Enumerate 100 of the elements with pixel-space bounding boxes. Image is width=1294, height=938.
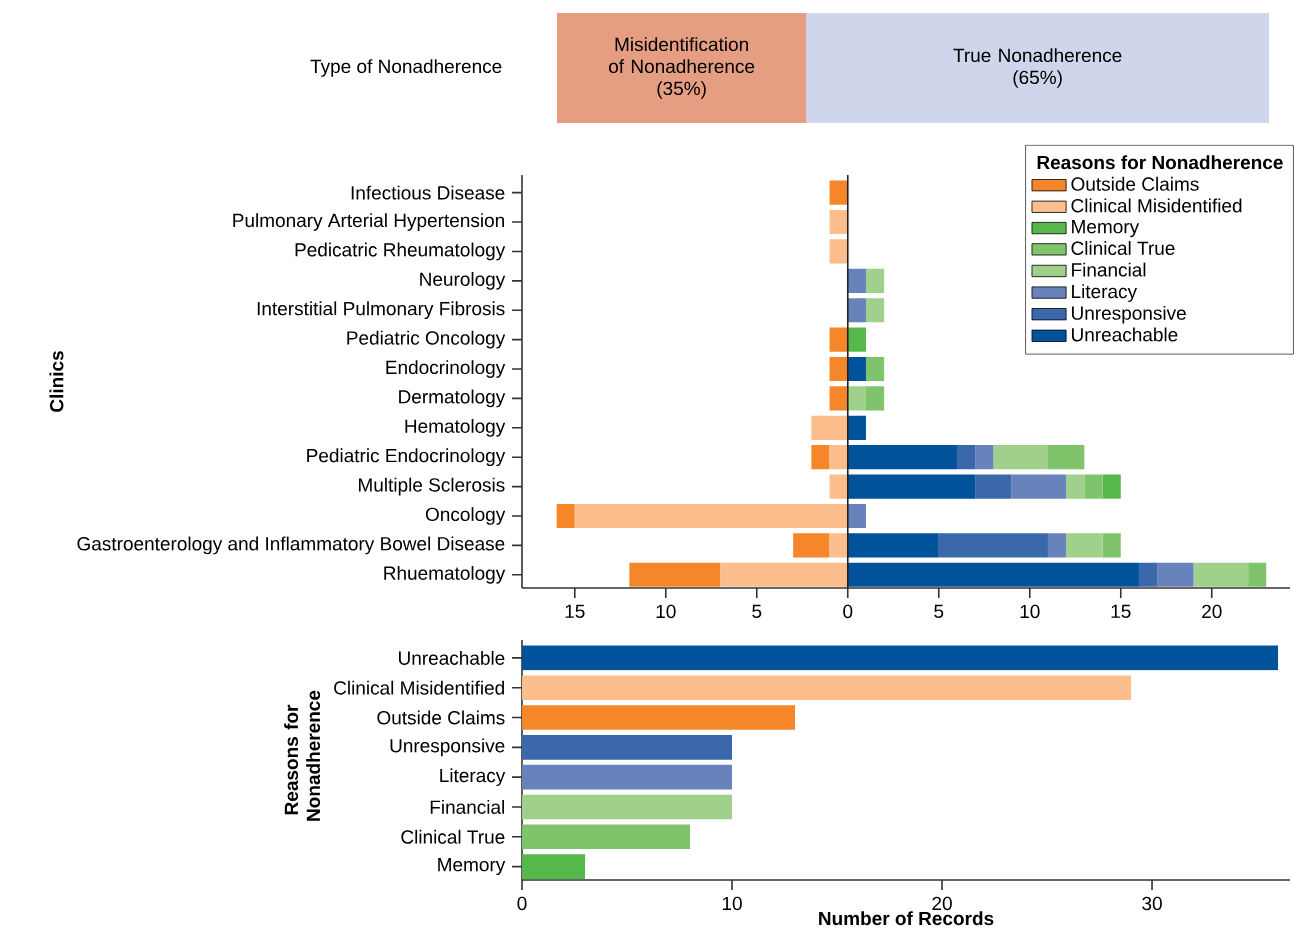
bar bbox=[847, 386, 866, 411]
legend-title: Reasons for Nonadherence bbox=[1037, 155, 1283, 170]
y-tick-label: Neurology bbox=[420, 271, 506, 290]
bar bbox=[847, 268, 866, 293]
bar bbox=[829, 356, 848, 382]
bar bbox=[938, 533, 1048, 558]
bar bbox=[1066, 474, 1085, 499]
y-tick-label: Unresponsive bbox=[390, 738, 505, 757]
bar bbox=[847, 474, 976, 499]
bar bbox=[847, 503, 866, 529]
y-tick-label: Outside Claims bbox=[377, 710, 505, 725]
x-tick-label: 5 bbox=[934, 604, 944, 618]
data-label: (65%) bbox=[1013, 70, 1062, 88]
bar bbox=[975, 445, 994, 470]
legend-label: Memory bbox=[1072, 220, 1140, 238]
bar bbox=[847, 415, 866, 440]
bar bbox=[829, 533, 848, 558]
y-axis-title: Clinics bbox=[49, 351, 64, 412]
x-tick-label: 5 bbox=[752, 604, 762, 618]
bar bbox=[522, 854, 586, 879]
bar bbox=[975, 474, 1012, 499]
bar bbox=[1102, 474, 1121, 499]
bar bbox=[829, 327, 848, 352]
legend-label: Unresponsive bbox=[1072, 305, 1186, 324]
y-tick-label: Pediatric Oncology bbox=[347, 330, 506, 349]
bar bbox=[522, 645, 1279, 671]
bar bbox=[865, 356, 885, 382]
bar bbox=[629, 562, 721, 587]
bar bbox=[1138, 562, 1158, 587]
y-tick-label: Type of Nonadherence bbox=[310, 59, 502, 77]
bar bbox=[522, 735, 733, 760]
x-axis-title: Number of Records bbox=[819, 911, 994, 926]
y-tick-label: Infectious Disease bbox=[351, 185, 505, 200]
bar bbox=[829, 180, 848, 205]
bar bbox=[574, 503, 848, 529]
bar bbox=[1011, 474, 1067, 499]
bar bbox=[847, 327, 866, 352]
y-tick-label: Oncology bbox=[425, 507, 506, 525]
bar bbox=[847, 445, 957, 470]
bar bbox=[811, 445, 830, 470]
bar bbox=[1193, 562, 1249, 587]
bar bbox=[1102, 533, 1121, 558]
y-tick-label: Pulmonary Arterial Hypertension bbox=[233, 213, 504, 231]
legend-label: Clinical True bbox=[1071, 241, 1175, 255]
y-tick-label: Multiple Sclerosis bbox=[359, 477, 505, 496]
y-axis-title: Reasons for Nonadherence bbox=[284, 690, 321, 821]
x-tick-label: 30 bbox=[1142, 896, 1162, 911]
x-tick-label: 10 bbox=[656, 604, 676, 619]
y-tick-label: Memory bbox=[438, 858, 506, 876]
y-tick-label: Unreachable bbox=[399, 650, 505, 665]
y-tick-label: Gastroenterology and Inflammatory Bowel Disease bbox=[77, 536, 505, 555]
x-tick-label: 0 bbox=[843, 604, 853, 619]
bar bbox=[865, 268, 885, 293]
bar bbox=[720, 562, 848, 587]
y-tick-label: Dermatology bbox=[399, 389, 506, 408]
bar bbox=[993, 445, 1048, 470]
bar bbox=[865, 298, 885, 323]
bar bbox=[847, 298, 866, 323]
legend-label: Unreachable bbox=[1072, 327, 1178, 342]
bar bbox=[829, 445, 848, 470]
y-tick-label: Interstitial Pulmonary Fibrosis bbox=[257, 301, 505, 320]
y-tick-label: Pediatric Endocrinology bbox=[307, 448, 506, 467]
bar bbox=[847, 562, 1139, 587]
y-tick-label: Rhuematology bbox=[384, 565, 506, 584]
y-tick-label: Clinical True bbox=[401, 829, 505, 844]
bar bbox=[1248, 562, 1267, 587]
y-tick-label: Literacy bbox=[440, 768, 506, 787]
bar bbox=[556, 503, 575, 529]
bar bbox=[1157, 562, 1194, 587]
series-label: True Nonadherence bbox=[953, 48, 1122, 63]
bar bbox=[522, 764, 733, 790]
bar bbox=[793, 533, 830, 558]
bar bbox=[829, 474, 848, 499]
bar bbox=[522, 705, 796, 730]
x-tick-label: 0 bbox=[517, 896, 527, 911]
data-label: (35%) bbox=[657, 81, 706, 99]
bar bbox=[865, 386, 885, 411]
legend-label: Clinical Misidentified bbox=[1071, 198, 1242, 213]
bar bbox=[1084, 474, 1103, 499]
legend-label: Literacy bbox=[1072, 284, 1138, 302]
bar bbox=[811, 415, 848, 440]
series-label: Misidentification of Nonadherence bbox=[608, 37, 755, 74]
bar bbox=[1047, 445, 1085, 470]
x-tick-label: 15 bbox=[1111, 604, 1131, 618]
bar bbox=[522, 794, 733, 820]
x-tick-label: 20 bbox=[1202, 604, 1222, 619]
x-tick-label: 15 bbox=[565, 604, 585, 618]
bar bbox=[829, 239, 848, 264]
bar bbox=[1047, 533, 1067, 558]
bar bbox=[847, 533, 939, 558]
y-tick-label: Clinical Misidentified bbox=[334, 680, 504, 695]
bar bbox=[847, 356, 866, 382]
bar bbox=[1066, 533, 1103, 558]
legend-label: Financial bbox=[1072, 262, 1146, 277]
y-tick-label: Pedicatric Rheumatology bbox=[295, 242, 506, 261]
bar bbox=[522, 675, 1132, 701]
y-tick-label: Financial bbox=[430, 799, 504, 814]
x-tick-label: 20 bbox=[932, 896, 952, 911]
legend-label: Outside Claims bbox=[1071, 176, 1199, 191]
x-tick-label: 10 bbox=[722, 896, 742, 911]
